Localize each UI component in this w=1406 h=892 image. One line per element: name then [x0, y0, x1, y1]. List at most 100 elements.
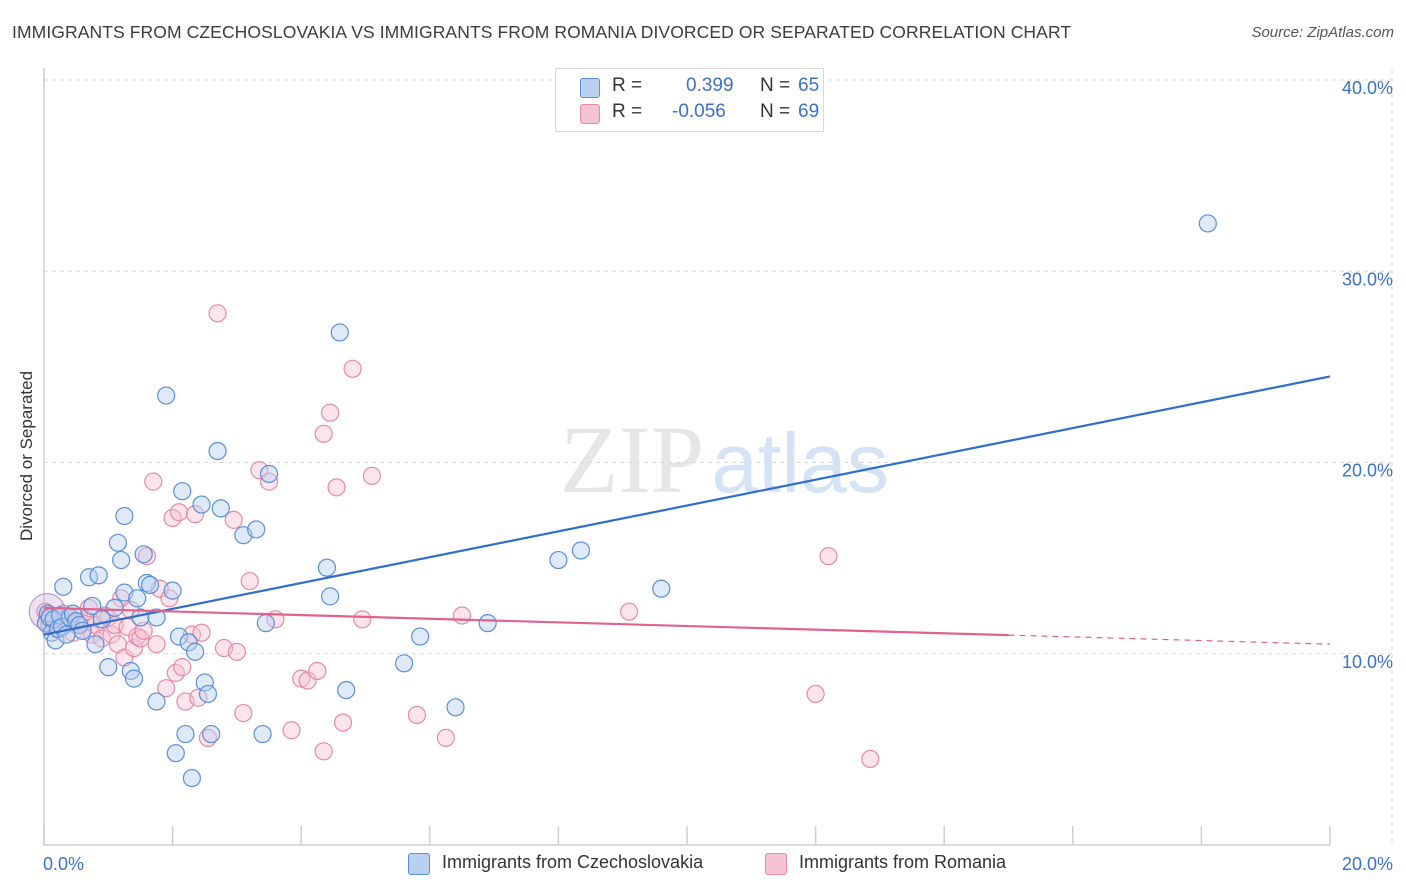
- data-point-czechoslovakia: [137, 573, 156, 593]
- data-point-romania: [314, 424, 333, 443]
- data-point-romania: [436, 728, 455, 748]
- data-point-romania: [327, 478, 346, 497]
- data-point-czechoslovakia: [337, 680, 356, 700]
- x-tick-label: 0.0%: [43, 854, 84, 874]
- data-point-czechoslovakia: [105, 598, 124, 617]
- data-point-romania: [362, 466, 382, 485]
- correlation-legend: R = 0.399 N = 65 R = -0.056 N = 69: [555, 68, 824, 132]
- data-point-romania: [147, 635, 166, 654]
- data-point-romania: [452, 606, 472, 625]
- y-tick-label: 10.0%: [1342, 652, 1393, 672]
- watermark: ZIP atlas: [560, 406, 889, 513]
- data-point-czechoslovakia: [571, 541, 591, 560]
- data-point-romania: [298, 671, 317, 690]
- source-label: Source: ZipAtlas.com: [1251, 24, 1394, 41]
- data-point-romania: [169, 503, 189, 522]
- data-point-czechoslovakia: [321, 587, 340, 606]
- n-value: 65: [798, 75, 820, 96]
- data-point-czechoslovakia: [147, 692, 166, 711]
- data-point-czechoslovakia: [202, 724, 221, 744]
- data-point-romania: [343, 359, 362, 378]
- data-point-czechoslovakia: [195, 673, 214, 692]
- y-tick-label: 20.0%: [1342, 461, 1393, 481]
- data-point-czechoslovakia: [330, 323, 349, 342]
- data-point-czechoslovakia: [99, 658, 118, 677]
- data-point-czechoslovakia: [112, 550, 131, 570]
- n-value: 69: [798, 101, 820, 122]
- data-point-czechoslovakia: [115, 506, 134, 526]
- data-point-czechoslovakia: [253, 724, 272, 744]
- data-point-czechoslovakia: [108, 533, 128, 552]
- data-point-czechoslovakia: [317, 558, 337, 577]
- legend-swatch-blue: [408, 853, 430, 875]
- data-point-czechoslovakia: [411, 627, 430, 646]
- data-point-czechoslovakia: [169, 627, 189, 646]
- data-point-romania: [292, 669, 311, 688]
- data-point-romania: [620, 602, 639, 621]
- tick-labels: 10.0% 20.0% 30.0% 40.0% 0.0% 20.0%: [43, 78, 1393, 874]
- data-point-romania: [321, 403, 340, 422]
- data-point-czechoslovakia: [247, 520, 266, 539]
- trend-line-romania-extension: [1008, 634, 1331, 645]
- data-point-romania: [173, 658, 192, 677]
- trend-lines: [43, 375, 1331, 645]
- data-point-romania: [240, 571, 259, 591]
- data-point-romania: [192, 623, 211, 642]
- data-point-czechoslovakia: [256, 614, 275, 633]
- r-label: R =: [612, 101, 643, 122]
- data-point-romania: [83, 625, 102, 644]
- watermark-zip: ZIP: [560, 406, 704, 513]
- data-point-romania: [314, 742, 333, 761]
- data-point-czechoslovakia: [259, 464, 279, 484]
- data-point-romania: [282, 721, 301, 740]
- data-point-czechoslovakia: [176, 724, 195, 744]
- trend-line-czechoslovakia: [43, 375, 1331, 636]
- data-point-romania: [224, 510, 243, 529]
- data-point-czechoslovakia: [86, 635, 105, 654]
- r-value: -0.056: [672, 101, 726, 122]
- y-tick-label: 30.0%: [1342, 269, 1393, 289]
- r-label: R =: [612, 75, 643, 96]
- legend-swatch-pink: [580, 104, 600, 124]
- data-point-romania: [189, 688, 208, 707]
- data-point-czechoslovakia: [166, 744, 185, 763]
- data-point-czechoslovakia: [478, 614, 497, 633]
- n-label: N =: [760, 101, 791, 122]
- data-point-romania: [806, 684, 825, 704]
- data-point-romania: [234, 703, 253, 723]
- data-point-czechoslovakia: [182, 768, 201, 788]
- series-romania-points: [28, 304, 880, 769]
- data-point-romania: [157, 679, 176, 698]
- axes: [43, 68, 1331, 846]
- data-point-czechoslovakia: [54, 577, 73, 596]
- data-point-czechoslovakia: [124, 669, 144, 688]
- data-point-romania: [134, 621, 153, 640]
- data-point-czechoslovakia: [446, 698, 465, 717]
- data-point-czechoslovakia: [128, 589, 147, 608]
- data-point-czechoslovakia: [186, 642, 205, 661]
- data-point-czechoslovakia: [140, 575, 160, 595]
- data-point-romania: [227, 642, 246, 661]
- legend-label: Immigrants from Romania: [799, 852, 1007, 872]
- data-point-czechoslovakia: [157, 386, 176, 405]
- data-point-czechoslovakia: [652, 579, 671, 598]
- data-point-romania: [144, 472, 163, 491]
- data-point-czechoslovakia: [192, 495, 211, 514]
- trend-line-romania: [43, 606, 1009, 637]
- data-point-czechoslovakia: [173, 482, 192, 501]
- data-point-romania: [407, 705, 427, 725]
- data-point-romania: [819, 547, 838, 566]
- data-point-romania: [186, 505, 205, 524]
- data-point-romania: [308, 661, 327, 681]
- n-label: N =: [760, 75, 791, 96]
- data-point-romania: [208, 304, 227, 323]
- data-point-czechoslovakia: [198, 684, 218, 704]
- data-point-czechoslovakia: [394, 654, 414, 673]
- legend-label: Immigrants from Czechoslovakia: [442, 852, 704, 872]
- data-point-romania: [861, 749, 880, 769]
- data-point-romania: [259, 472, 279, 491]
- data-point-czechoslovakia: [211, 499, 230, 518]
- data-point-romania: [333, 713, 353, 732]
- data-point-czechoslovakia: [208, 441, 227, 461]
